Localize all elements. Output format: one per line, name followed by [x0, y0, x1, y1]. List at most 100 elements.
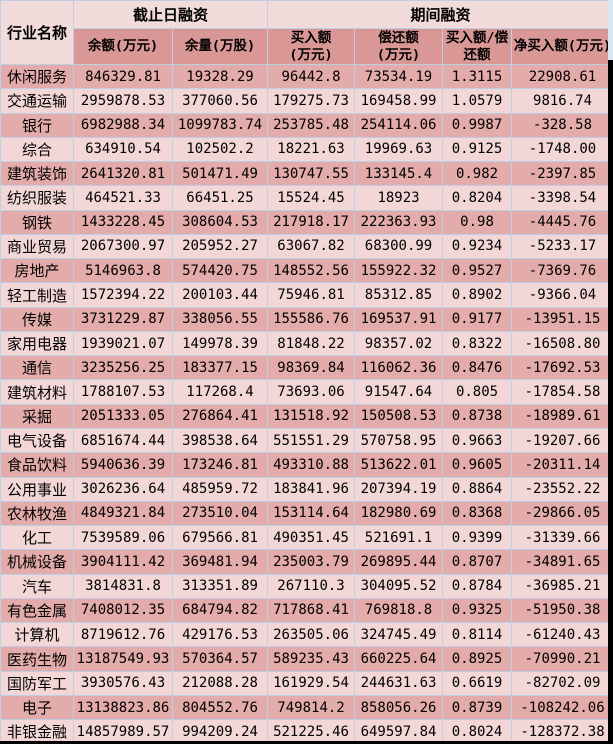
cell-balance: 3930576.43	[73, 670, 173, 696]
cell-buy-repay-ratio: 0.8322	[442, 330, 513, 357]
header-buy-line2: (万元)	[289, 46, 333, 63]
table-row: 电气设备 6851674.44 398538.64 551551.29 5707…	[0, 427, 613, 454]
cell-buy-amount: 217918.17	[267, 209, 356, 235]
cell-repay-amount: 68300.99	[354, 233, 444, 260]
cell-balance: 5146963.8	[73, 258, 173, 284]
cell-balance: 5940636.39	[73, 452, 173, 478]
cell-balance: 2051333.05	[73, 403, 173, 429]
cell-repay-amount: 155922.32	[354, 258, 444, 284]
cell-net-buy-amount: -36985.21	[511, 573, 613, 599]
cell-buy-repay-ratio: 0.9663	[442, 427, 513, 454]
cell-balance: 1788107.53	[73, 379, 173, 405]
cell-balance: 3235256.25	[73, 355, 173, 381]
cell-industry-name: 非银金融	[0, 719, 74, 744]
cell-balance: 3814831.8	[73, 573, 173, 599]
cell-net-buy-amount: -17854.58	[511, 379, 613, 405]
table-row: 国防军工 3930576.43 212088.28 161929.54 2446…	[0, 670, 613, 696]
cell-repay-amount: 324745.49	[354, 622, 444, 648]
cell-repay-amount: 182980.69	[354, 500, 444, 527]
cell-repay-amount: 858056.26	[354, 694, 444, 721]
table-row: 医药生物 13187549.93 570364.57 589235.43 660…	[0, 646, 613, 672]
table-body: 休闲服务 846329.81 19328.29 96442.8 73534.19…	[0, 63, 613, 744]
cell-buy-amount: 81848.22	[267, 330, 356, 357]
header-net-buy: 净买入额(万元)	[511, 28, 613, 65]
cell-volume: 149978.39	[171, 330, 269, 357]
cell-industry-name: 商业贸易	[0, 233, 74, 260]
cell-net-buy-amount: -61240.43	[511, 622, 613, 648]
cell-repay-amount: 649597.84	[354, 719, 444, 744]
table-row: 建筑材料 1788107.53 117268.4 73693.06 91547.…	[0, 379, 613, 405]
cell-buy-repay-ratio: 0.8864	[442, 476, 513, 502]
cell-buy-amount: 493310.88	[267, 452, 356, 478]
cell-buy-amount: 75946.81	[267, 282, 356, 308]
cell-net-buy-amount: -29866.05	[511, 500, 613, 527]
header-buy-amount: 买入额 (万元)	[267, 28, 356, 65]
cell-balance: 464521.33	[73, 185, 173, 211]
table-row: 采掘 2051333.05 276864.41 131518.92 150508…	[0, 403, 613, 429]
cell-buy-repay-ratio: 0.9605	[442, 452, 513, 478]
cell-buy-amount: 155586.76	[267, 306, 356, 332]
cell-buy-repay-ratio: 0.8476	[442, 355, 513, 381]
cell-buy-amount: 267110.3	[267, 573, 356, 599]
cell-net-buy-amount: -328.58	[511, 112, 613, 138]
right-edge-highlight	[608, 0, 613, 60]
cell-net-buy-amount: -1748.00	[511, 136, 613, 163]
cell-balance: 6982988.34	[73, 112, 173, 138]
cell-repay-amount: 133145.4	[354, 161, 444, 187]
table-outer-border-bottom	[0, 741, 613, 744]
cell-balance: 3904111.42	[73, 549, 173, 575]
cell-buy-amount: 235003.79	[267, 549, 356, 575]
cell-net-buy-amount: 9816.74	[511, 88, 613, 114]
table-row: 汽车 3814831.8 313351.89 267110.3 304095.5…	[0, 573, 613, 599]
cell-net-buy-amount: -128372.38	[511, 719, 613, 744]
table-row: 计算机 8719612.76 429176.53 263505.06 32474…	[0, 622, 613, 648]
cell-volume: 804552.76	[171, 694, 269, 721]
table-row: 钢铁 1433228.45 308604.53 217918.17 222363…	[0, 209, 613, 235]
cell-buy-repay-ratio: 0.8784	[442, 573, 513, 599]
cell-buy-amount: 96442.8	[267, 63, 356, 90]
cell-balance: 1572394.22	[73, 282, 173, 308]
cell-volume: 1099783.74	[171, 112, 269, 138]
cell-buy-repay-ratio: 0.9399	[442, 525, 513, 551]
table-row: 电子 13138823.86 804552.76 749814.2 858056…	[0, 694, 613, 721]
cell-repay-amount: 98357.02	[354, 330, 444, 357]
cell-net-buy-amount: -2397.85	[511, 161, 613, 187]
table-row: 食品饮料 5940636.39 173246.81 493310.88 5136…	[0, 452, 613, 478]
cell-net-buy-amount: -17692.53	[511, 355, 613, 381]
table-row: 有色金属 7408012.35 684794.82 717868.41 7698…	[0, 597, 613, 624]
cell-buy-repay-ratio: 0.982	[442, 161, 513, 187]
cell-repay-amount: 269895.44	[354, 549, 444, 575]
cell-net-buy-amount: -31339.66	[511, 525, 613, 551]
table-row: 通信 3235256.25 183377.15 98369.84 116062.…	[0, 355, 613, 381]
cell-industry-name: 家用电器	[0, 330, 74, 357]
cell-industry-name: 有色金属	[0, 597, 74, 624]
table-row: 公用事业 3026236.64 485959.72 183841.96 2073…	[0, 476, 613, 502]
cell-buy-amount: 131518.92	[267, 403, 356, 429]
cell-volume: 212088.28	[171, 670, 269, 696]
cell-balance: 2641320.81	[73, 161, 173, 187]
cell-net-buy-amount: -16508.80	[511, 330, 613, 357]
cell-balance: 13187549.93	[73, 646, 173, 672]
cell-volume: 308604.53	[171, 209, 269, 235]
cell-net-buy-amount: -70990.21	[511, 646, 613, 672]
cell-industry-name: 银行	[0, 112, 74, 138]
table-row: 纺织服装 464521.33 66451.25 15524.45 18923 0…	[0, 185, 613, 211]
cell-repay-amount: 570758.95	[354, 427, 444, 454]
cell-buy-repay-ratio: 1.3115	[442, 63, 513, 90]
cell-repay-amount: 85312.85	[354, 282, 444, 308]
cell-volume: 117268.4	[171, 379, 269, 405]
cell-net-buy-amount: -19207.66	[511, 427, 613, 454]
cell-buy-amount: 183841.96	[267, 476, 356, 502]
cell-industry-name: 化工	[0, 525, 74, 551]
cell-buy-amount: 98369.84	[267, 355, 356, 381]
cell-buy-amount: 179275.73	[267, 88, 356, 114]
cell-balance: 634910.54	[73, 136, 173, 163]
cell-net-buy-amount: -34891.65	[511, 549, 613, 575]
cell-repay-amount: 169537.91	[354, 306, 444, 332]
cell-industry-name: 机械设备	[0, 549, 74, 575]
cell-volume: 273510.04	[171, 500, 269, 527]
cell-net-buy-amount: 22908.61	[511, 63, 613, 90]
table-row: 银行 6982988.34 1099783.74 253785.48 25411…	[0, 112, 613, 138]
cell-buy-repay-ratio: 0.9177	[442, 306, 513, 332]
